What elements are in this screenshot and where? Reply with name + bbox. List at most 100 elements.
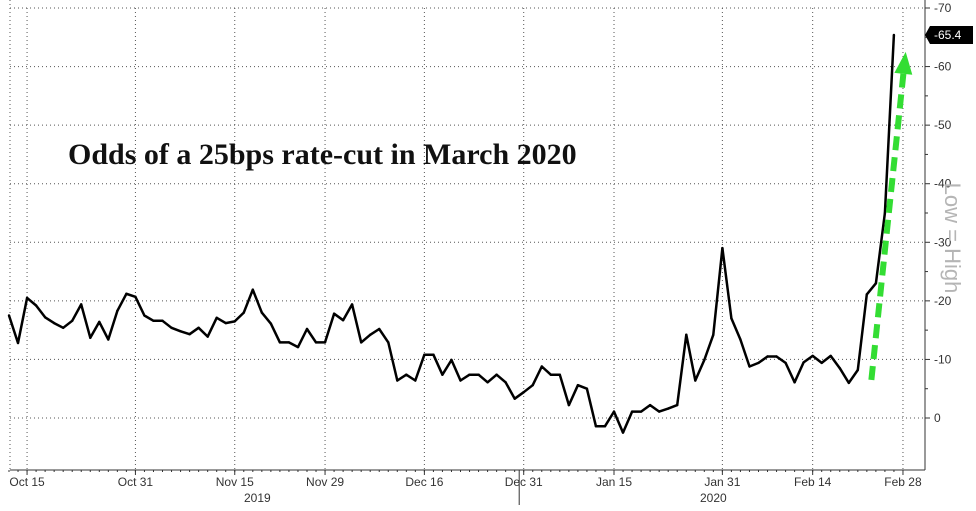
x-tick-label: Nov 15 <box>216 475 254 489</box>
data-point <box>621 431 625 434</box>
data-point <box>459 379 462 382</box>
data-point <box>865 293 868 296</box>
data-point <box>712 333 715 336</box>
data-point <box>161 319 164 322</box>
data-point <box>757 361 760 365</box>
data-point <box>432 353 435 356</box>
data-point <box>558 373 561 376</box>
data-point <box>251 288 254 291</box>
data-point <box>396 379 399 382</box>
x-tick-label: Feb 14 <box>794 475 832 489</box>
data-point <box>378 327 381 331</box>
data-point <box>134 295 137 298</box>
data-point <box>215 316 218 319</box>
arrow-head <box>894 51 913 75</box>
data-point <box>531 384 534 387</box>
data-point <box>594 425 598 428</box>
data-point <box>296 345 300 349</box>
data-point <box>540 365 543 368</box>
data-point <box>802 361 805 364</box>
series-layer <box>7 33 896 434</box>
y-tick-label: -20 <box>934 294 952 308</box>
x-tick-label: Dec 16 <box>405 475 443 489</box>
data-point <box>52 321 56 325</box>
data-point <box>775 355 778 358</box>
data-point <box>883 211 887 215</box>
data-point <box>820 361 823 365</box>
y-tick-label: -40 <box>934 177 952 191</box>
data-point <box>242 311 245 314</box>
data-point <box>71 319 74 322</box>
trend-arrow <box>868 51 913 381</box>
data-point <box>522 391 525 394</box>
y-tick-label: -60 <box>934 60 952 74</box>
x-year-label: 2020 <box>700 491 727 505</box>
x-tick-label: Dec 31 <box>505 475 543 489</box>
data-point <box>360 341 363 344</box>
data-point <box>450 358 453 362</box>
data-point <box>874 282 878 285</box>
data-point <box>305 327 309 331</box>
chart-frame <box>8 0 930 505</box>
data-point <box>504 381 507 384</box>
data-point <box>730 317 733 320</box>
data-point <box>766 355 769 358</box>
data-point <box>585 387 589 390</box>
data-point <box>486 381 489 384</box>
data-point <box>341 319 345 322</box>
data-point <box>658 410 661 413</box>
y-tick-label: -50 <box>934 118 952 132</box>
data-point <box>179 330 182 333</box>
data-point <box>7 314 11 317</box>
data-point <box>197 326 200 329</box>
data-point <box>468 373 471 376</box>
data-point <box>233 320 236 323</box>
data-point <box>89 336 92 339</box>
data-point <box>98 320 101 324</box>
last-value-box <box>925 25 973 44</box>
data-point <box>811 354 814 358</box>
y-tick-label: -10 <box>934 352 952 366</box>
arrow-shaft <box>868 73 907 381</box>
data-point <box>143 314 146 317</box>
data-point <box>278 341 282 344</box>
x-tick-label: Jan 15 <box>596 475 632 489</box>
data-point <box>269 322 273 325</box>
data-point <box>152 319 155 322</box>
data-point <box>441 373 444 376</box>
data-point <box>567 403 571 407</box>
data-point <box>667 407 670 410</box>
data-point <box>630 410 634 413</box>
data-point <box>576 384 580 387</box>
data-point <box>477 373 480 376</box>
data-point <box>107 338 110 341</box>
data-point <box>721 246 724 250</box>
data-point <box>25 296 29 300</box>
series-line <box>7 34 896 434</box>
data-point <box>423 353 426 356</box>
data-point <box>513 397 516 400</box>
data-point <box>224 321 227 325</box>
chart-title: Odds of a 25bps rate-cut in March 2020 <box>68 138 577 171</box>
data-point <box>332 312 336 315</box>
data-point <box>314 341 318 344</box>
data-point <box>260 311 263 314</box>
x-tick-label: Feb 28 <box>884 475 922 489</box>
data-point <box>784 361 787 365</box>
data-point <box>125 292 128 295</box>
data-point <box>369 333 372 336</box>
data-point <box>838 367 841 370</box>
data-point <box>80 303 83 306</box>
data-point <box>188 333 191 336</box>
data-point <box>612 410 616 413</box>
data-point <box>323 341 327 344</box>
data-point <box>549 373 552 376</box>
data-point <box>62 326 65 329</box>
data-point <box>694 379 697 382</box>
data-point <box>892 33 896 37</box>
data-point <box>703 358 706 362</box>
data-point <box>495 373 498 376</box>
data-point <box>170 326 173 329</box>
y-axis: 0 -10 -20 -30 -40 -50 -60 -70 <box>934 1 952 425</box>
